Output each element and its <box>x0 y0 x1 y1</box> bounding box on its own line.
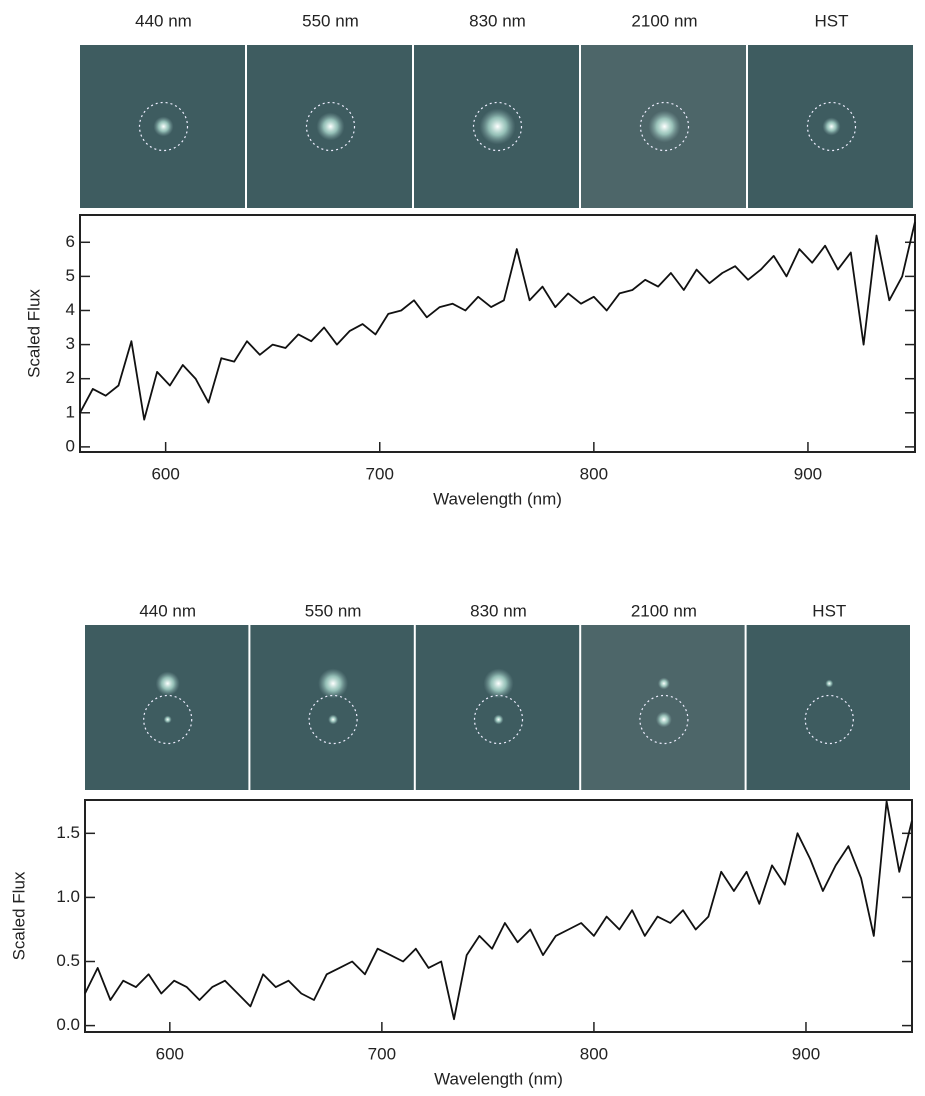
panel-label: 440 nm <box>135 11 192 30</box>
spectrum-line <box>79 221 916 421</box>
y-tick-label: 0.5 <box>56 951 80 970</box>
y-tick-label: 6 <box>66 232 75 251</box>
source-blob <box>153 116 174 137</box>
aperture <box>806 101 857 152</box>
image-panel <box>581 625 745 790</box>
aperture <box>473 694 524 745</box>
aperture <box>138 101 189 152</box>
x-tick-label: 800 <box>580 1044 608 1063</box>
x-tick-label: 800 <box>580 464 608 483</box>
y-tick-label: 5 <box>66 266 75 285</box>
y-tick-label: 1.5 <box>56 823 80 842</box>
x-axis-label: Wavelength (nm) <box>433 489 562 508</box>
panel-label: 2100 nm <box>631 601 697 620</box>
spectrum-line <box>84 800 913 1021</box>
x-tick-label: 600 <box>151 464 179 483</box>
panel-label: 440 nm <box>139 601 196 620</box>
x-tick-label: 700 <box>368 1044 396 1063</box>
panel-label: 830 nm <box>469 11 526 30</box>
aperture <box>305 101 356 152</box>
source-blob <box>655 711 672 728</box>
y-axis-label: Scaled Flux <box>24 289 43 378</box>
source-blob <box>822 117 841 136</box>
source-blob <box>483 668 514 699</box>
panel-label: 550 nm <box>302 11 359 30</box>
aperture <box>804 694 854 745</box>
aperture <box>639 694 689 745</box>
panel-label: 550 nm <box>305 601 362 620</box>
source-blob <box>479 108 516 145</box>
panel-label: 2100 nm <box>631 11 697 30</box>
aperture <box>308 694 358 745</box>
source-blob <box>318 668 349 699</box>
source-blob <box>316 112 345 141</box>
x-tick-label: 900 <box>792 1044 820 1063</box>
y-tick-label: 3 <box>66 334 75 353</box>
panel-label: 830 nm <box>470 601 527 620</box>
x-tick-label: 700 <box>366 464 394 483</box>
image-panel <box>250 625 414 790</box>
source-blob <box>155 671 180 696</box>
source-blob <box>648 110 681 143</box>
source-blob <box>493 714 504 725</box>
y-tick-label: 0 <box>66 436 75 455</box>
y-tick-label: 1 <box>66 402 75 421</box>
y-axis-label: Scaled Flux <box>9 871 28 960</box>
image-panel <box>415 625 580 790</box>
panel-label: HST <box>815 11 849 30</box>
source-blob <box>825 679 834 688</box>
x-tick-label: 600 <box>156 1044 184 1063</box>
aperture <box>472 101 523 152</box>
source-blob <box>163 715 172 724</box>
y-tick-label: 4 <box>66 300 75 319</box>
y-tick-label: 2 <box>66 368 75 387</box>
panel-label: HST <box>812 601 846 620</box>
source-blob <box>657 677 670 690</box>
x-axis-label: Wavelength (nm) <box>434 1069 563 1088</box>
aperture <box>639 101 690 152</box>
aperture <box>143 694 193 745</box>
plot-frame <box>84 799 913 1033</box>
image-panel <box>746 625 910 790</box>
image-panel <box>85 625 249 790</box>
y-tick-label: 0.0 <box>56 1015 80 1034</box>
x-tick-label: 900 <box>794 464 822 483</box>
source-blob <box>328 714 339 725</box>
plot-frame <box>79 214 916 453</box>
y-tick-label: 1.0 <box>56 887 80 906</box>
